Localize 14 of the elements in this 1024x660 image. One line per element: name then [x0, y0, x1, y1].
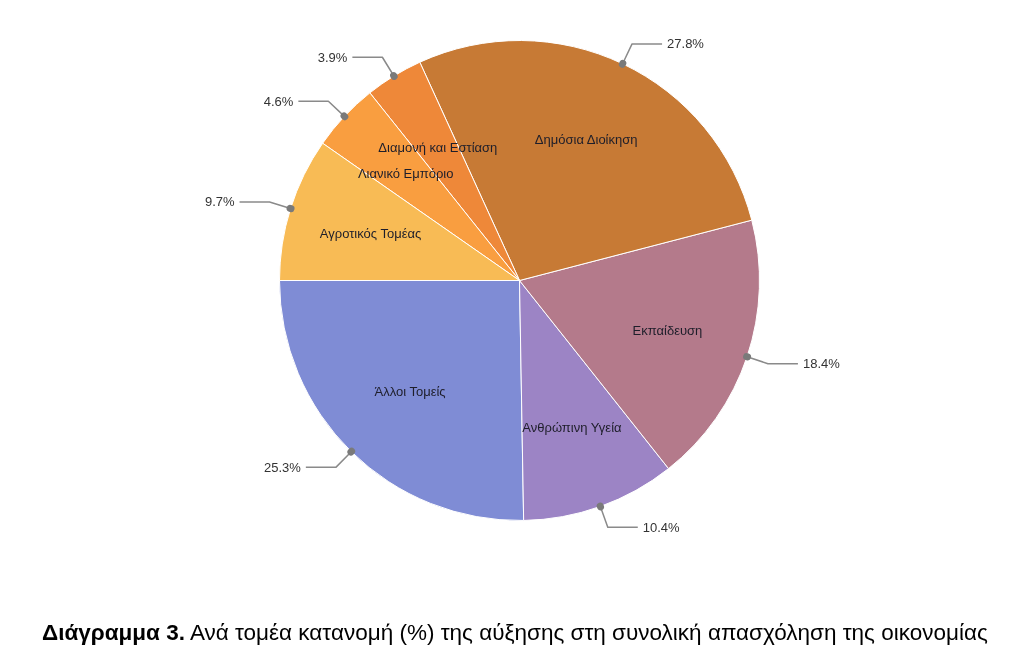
data-label: 9.7%	[204, 194, 235, 210]
data-label: 18.4%	[802, 356, 841, 372]
slice-label: Αγροτικός Τομέας	[319, 226, 422, 242]
slice-label: Εκπαίδευση	[632, 322, 703, 338]
slice-label: Δημόσια Διοίκηση	[534, 132, 638, 148]
slice-label: Ανθρώπινη Υγεία	[522, 419, 623, 435]
data-label: 4.6%	[263, 93, 294, 109]
slice-label: Άλλοι Τομείς	[374, 384, 446, 400]
data-label: 25.3%	[263, 459, 302, 475]
data-label: 10.4%	[642, 519, 681, 535]
data-label: 27.8%	[667, 36, 705, 52]
text: Διάγραμμα 3.	[42, 620, 185, 645]
text: Ανά τομέα κατανομή (%) της αύξησης στη συνολική απασχόληση της οικονομίας	[189, 620, 988, 645]
data-label: 3.9%	[317, 49, 348, 65]
